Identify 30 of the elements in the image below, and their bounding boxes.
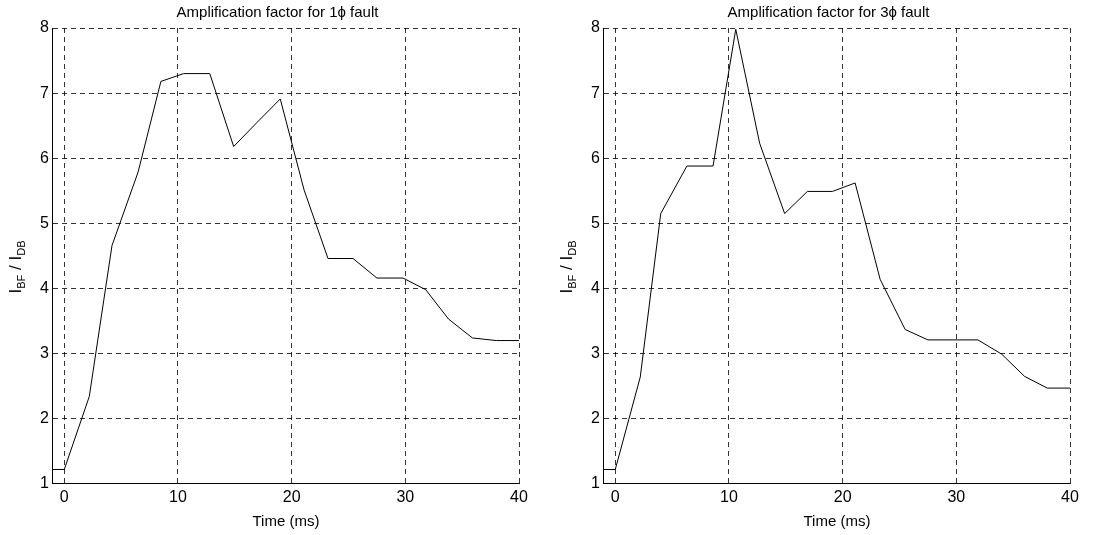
y-tick-label: 5	[590, 213, 600, 231]
x-tick-label: 30	[947, 487, 966, 505]
x-tick-label: 0	[59, 487, 69, 505]
x-tick-label: 40	[1061, 487, 1079, 505]
chart-title: Amplification factor for 3ϕ fault	[727, 3, 931, 21]
y-tick-label: 4	[39, 278, 49, 296]
x-axis-title: Time (ms)	[803, 512, 871, 530]
x-tick-label: 10	[720, 487, 738, 505]
y-tick-label: 8	[39, 18, 49, 36]
y-tick-label: 7	[590, 83, 600, 101]
x-axis-title: Time (ms)	[252, 512, 320, 530]
x-tick-label: 30	[396, 487, 415, 505]
y-tick-label: 1	[39, 474, 49, 492]
x-tick-label: 20	[282, 487, 301, 505]
chart-title: Amplification factor for 1ϕ fault	[176, 3, 380, 21]
x-tick-label: 10	[169, 487, 187, 505]
x-tick-label: 20	[833, 487, 852, 505]
x-tick-label: 40	[510, 487, 528, 505]
y-tick-label: 3	[39, 343, 49, 361]
y-tick-label: 7	[39, 83, 49, 101]
y-tick-label: 3	[590, 343, 600, 361]
y-tick-label: 4	[590, 278, 600, 296]
y-tick-label: 8	[590, 18, 600, 36]
x-tick-label: 0	[610, 487, 620, 505]
y-tick-label: 1	[590, 474, 600, 492]
y-tick-label: 2	[39, 409, 49, 427]
y-tick-label: 6	[39, 148, 49, 166]
y-tick-label: 2	[590, 409, 600, 427]
y-tick-label: 5	[39, 213, 49, 231]
y-tick-label: 6	[590, 148, 600, 166]
